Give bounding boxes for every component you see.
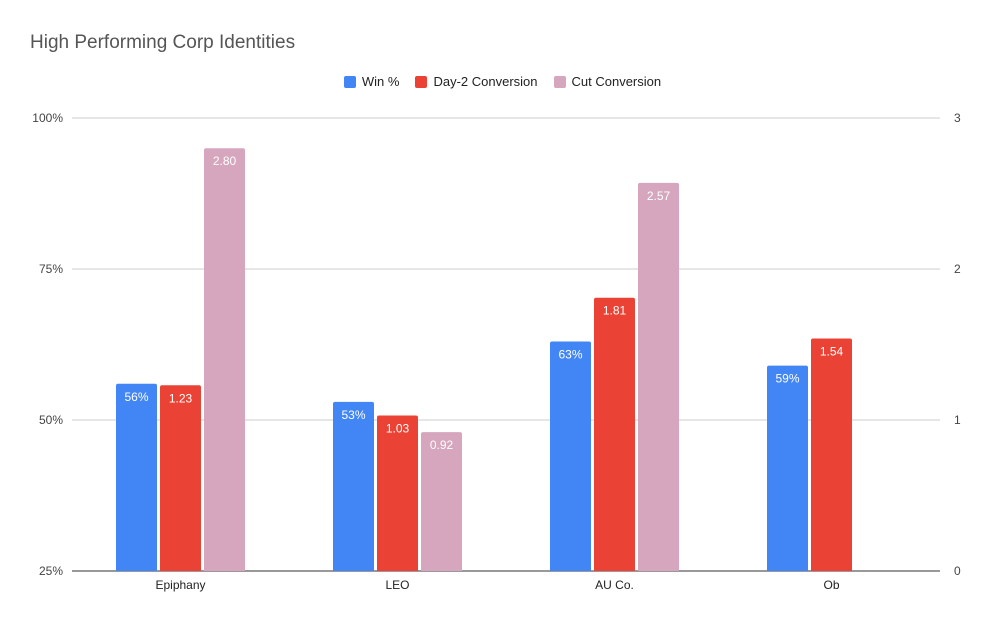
category-label: LEO bbox=[385, 578, 409, 592]
data-label: 1.03 bbox=[386, 421, 410, 435]
bar-cut-conversion bbox=[421, 432, 462, 571]
legend: Win % Day-2 Conversion Cut Conversion bbox=[0, 74, 1005, 89]
category-label: Ob bbox=[823, 578, 839, 592]
chart-title: High Performing Corp Identities bbox=[30, 32, 296, 53]
left-tick-label: 25% bbox=[39, 564, 63, 578]
legend-label-cut: Cut Conversion bbox=[571, 74, 662, 89]
bar-day-2-conversion bbox=[377, 415, 418, 571]
legend-label-win: Win % bbox=[361, 74, 400, 89]
data-label: 0.92 bbox=[430, 438, 454, 452]
left-tick-label: 100% bbox=[32, 111, 63, 125]
legend-item-win[interactable]: Win % bbox=[343, 74, 400, 89]
legend-item-day2[interactable]: Day-2 Conversion bbox=[415, 74, 538, 89]
right-tick-label: 1 bbox=[954, 413, 961, 427]
legend-item-cut[interactable]: Cut Conversion bbox=[553, 74, 662, 89]
category-label: AU Co. bbox=[595, 578, 634, 592]
data-label: 2.57 bbox=[647, 189, 671, 203]
legend-swatch-win bbox=[343, 75, 356, 88]
right-tick-label: 0 bbox=[954, 564, 961, 578]
data-label: 63% bbox=[558, 347, 582, 361]
data-label: 1.54 bbox=[820, 344, 844, 358]
bar-win- bbox=[333, 401, 374, 571]
legend-label-day2: Day-2 Conversion bbox=[433, 74, 538, 89]
data-label: 56% bbox=[124, 390, 148, 404]
category-label: Epiphany bbox=[155, 578, 205, 592]
data-label: 2.80 bbox=[213, 154, 237, 168]
data-label: 53% bbox=[341, 408, 365, 422]
bar-win- bbox=[550, 341, 591, 571]
right-tick-label: 3 bbox=[954, 111, 961, 125]
bar-day-2-conversion bbox=[811, 338, 852, 571]
legend-swatch-day2 bbox=[415, 75, 428, 88]
data-label: 1.81 bbox=[603, 304, 627, 318]
data-label: 1.23 bbox=[169, 391, 193, 405]
bar-cut-conversion bbox=[638, 182, 679, 571]
data-label: 59% bbox=[775, 372, 799, 386]
bar-day-2-conversion bbox=[594, 297, 635, 571]
right-tick-label: 2 bbox=[954, 262, 961, 276]
bar-win- bbox=[767, 365, 808, 571]
bar-win- bbox=[116, 383, 157, 571]
bar-cut-conversion bbox=[204, 148, 245, 571]
legend-swatch-cut bbox=[553, 75, 566, 88]
left-tick-label: 50% bbox=[39, 413, 63, 427]
bar-day-2-conversion bbox=[160, 385, 201, 571]
left-tick-label: 75% bbox=[39, 262, 63, 276]
